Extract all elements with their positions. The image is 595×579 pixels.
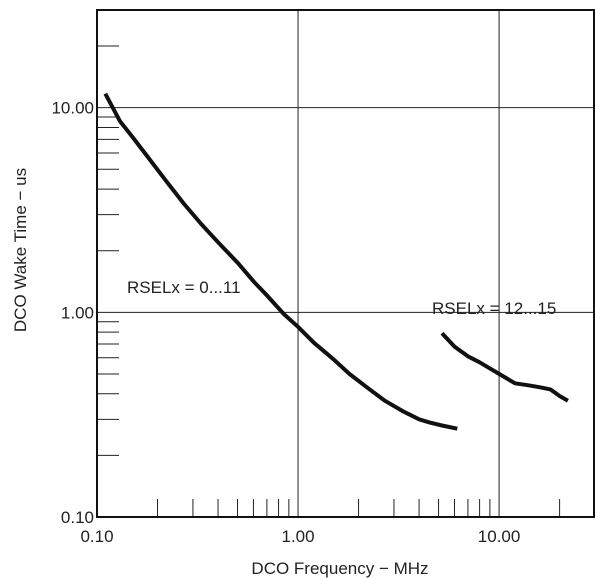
y-tick-label: 0.10 [61,508,94,527]
x-tick-label: 0.10 [80,527,113,546]
x-axis-label: DCO Frequency − MHz [251,559,428,578]
annotation-rsel-12-15: RSELx = 12...15 [432,299,556,318]
x-tick-label: 1.00 [281,527,314,546]
x-tick-label: 10.00 [478,527,521,546]
plot-frame [96,9,595,518]
annotation-rsel-0-11: RSELx = 0...11 [127,278,241,297]
y-tick-label: 1.00 [61,303,94,322]
series-line-1 [103,92,458,431]
y-axis-label: DCO Wake Time − us [11,168,30,332]
y-tick-label: 10.00 [51,99,94,118]
series-line-2 [440,331,569,403]
